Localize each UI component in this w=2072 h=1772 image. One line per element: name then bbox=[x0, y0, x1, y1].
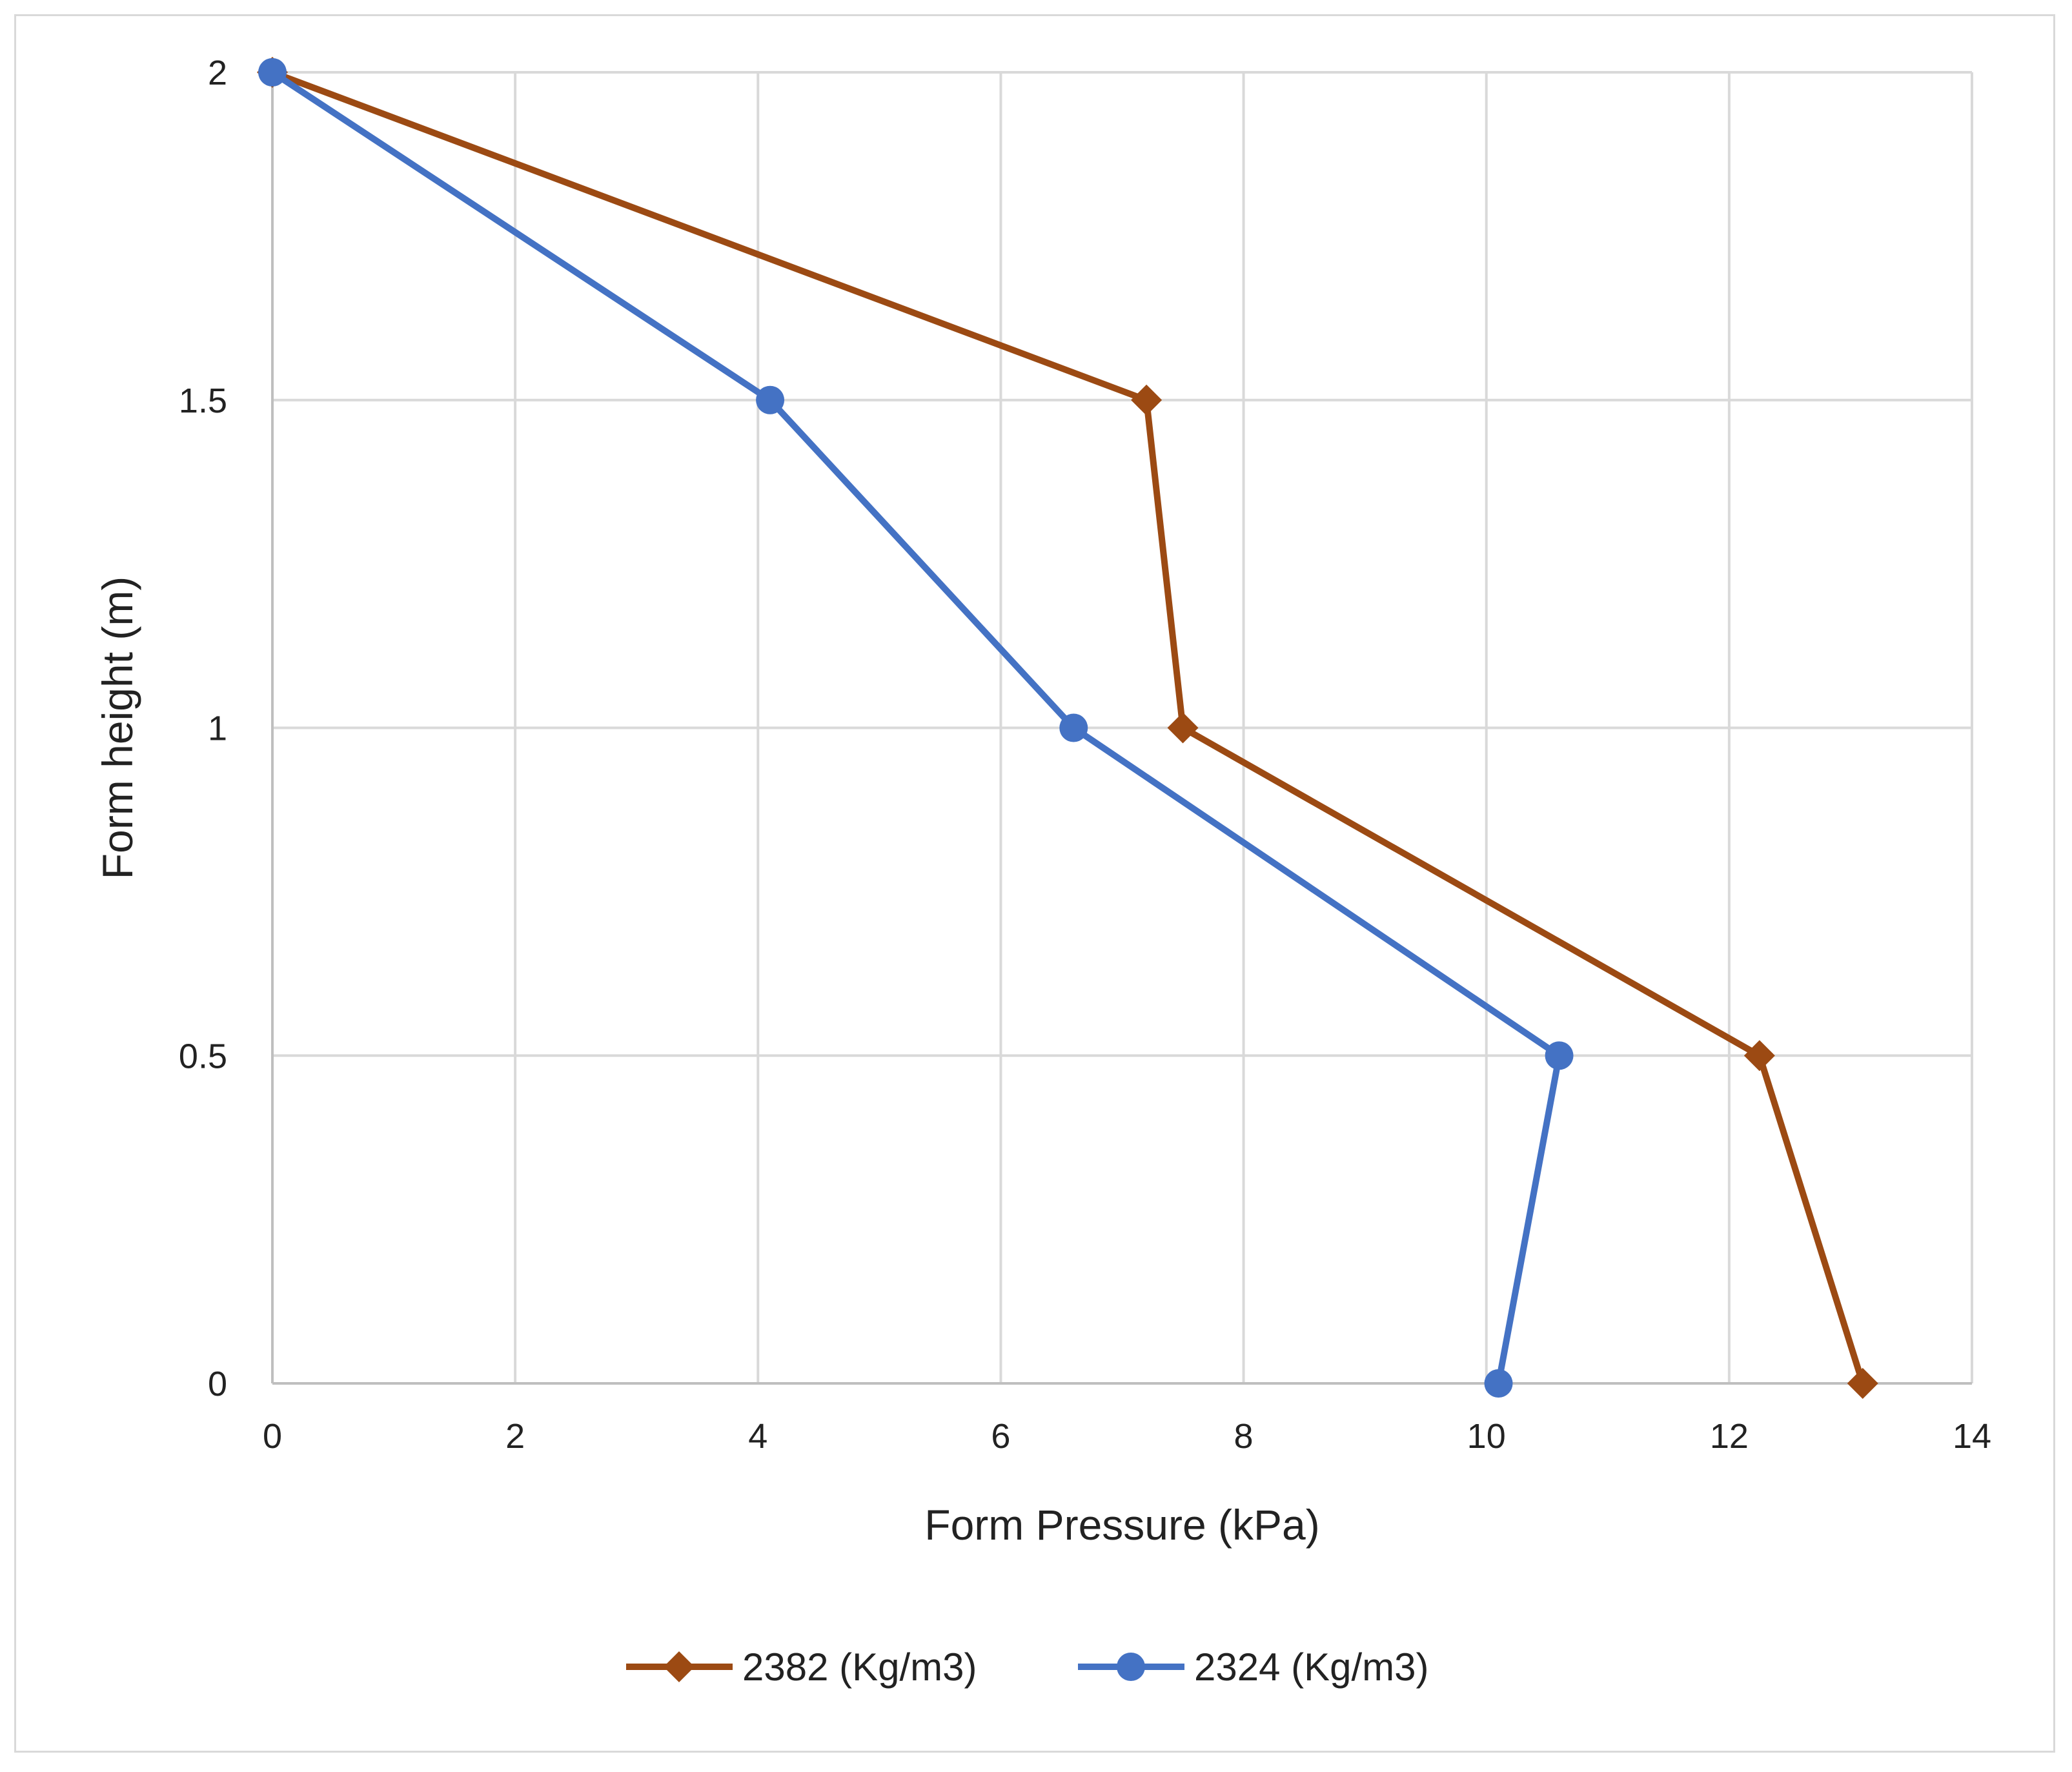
legend-label: 2324 (Kg/m3) bbox=[1194, 1645, 1429, 1689]
circle-marker bbox=[1545, 1041, 1574, 1070]
legend-item-2: 2324 (Kg/m3) bbox=[1078, 1645, 1429, 1689]
y-axis-title: Form height (m) bbox=[94, 576, 141, 879]
x-tick-label: 14 bbox=[1953, 1417, 1991, 1456]
series-group bbox=[257, 57, 1878, 1399]
legend-item-1: 2382 (Kg/m3) bbox=[626, 1645, 977, 1689]
diamond-marker bbox=[1743, 1040, 1775, 1072]
y-tick-label: 1.5 bbox=[179, 382, 227, 420]
legend: 2382 (Kg/m3) 2324 (Kg/m3) bbox=[626, 1645, 1429, 1689]
circle-marker bbox=[258, 58, 287, 87]
x-axis-title: Form Pressure (kPa) bbox=[924, 1501, 1319, 1549]
diamond-marker bbox=[1847, 1368, 1878, 1399]
x-tick-label: 2 bbox=[505, 1417, 525, 1456]
diamond-marker bbox=[1167, 712, 1199, 744]
y-tick-label: 0.5 bbox=[179, 1037, 227, 1075]
x-tick-label: 6 bbox=[991, 1417, 1010, 1456]
y-tick-labels: 0 0.5 1 1.5 2 bbox=[179, 54, 227, 1403]
y-tick-label: 0 bbox=[208, 1365, 227, 1403]
x-tick-label: 8 bbox=[1234, 1417, 1254, 1456]
series-2 bbox=[258, 58, 1574, 1398]
y-tick-label: 1 bbox=[208, 709, 227, 748]
legend-marker bbox=[664, 1651, 695, 1682]
y-tick-label: 2 bbox=[208, 54, 227, 92]
chart-frame bbox=[14, 14, 2055, 1753]
gridlines bbox=[272, 71, 1973, 1383]
series-1 bbox=[257, 57, 1878, 1399]
x-tick-label: 12 bbox=[1710, 1417, 1749, 1456]
circle-marker bbox=[756, 385, 785, 414]
circle-marker bbox=[1484, 1369, 1513, 1398]
legend-marker bbox=[1117, 1653, 1145, 1681]
legend-label: 2382 (Kg/m3) bbox=[742, 1645, 977, 1689]
x-tick-label: 4 bbox=[748, 1417, 767, 1456]
circle-marker bbox=[1059, 713, 1088, 742]
x-tick-label: 0 bbox=[263, 1417, 282, 1456]
x-tick-labels: 0 2 4 6 8 10 12 14 bbox=[263, 1417, 1991, 1456]
diamond-marker bbox=[1131, 384, 1163, 416]
x-tick-label: 10 bbox=[1467, 1417, 1506, 1456]
axes bbox=[271, 72, 1972, 1385]
